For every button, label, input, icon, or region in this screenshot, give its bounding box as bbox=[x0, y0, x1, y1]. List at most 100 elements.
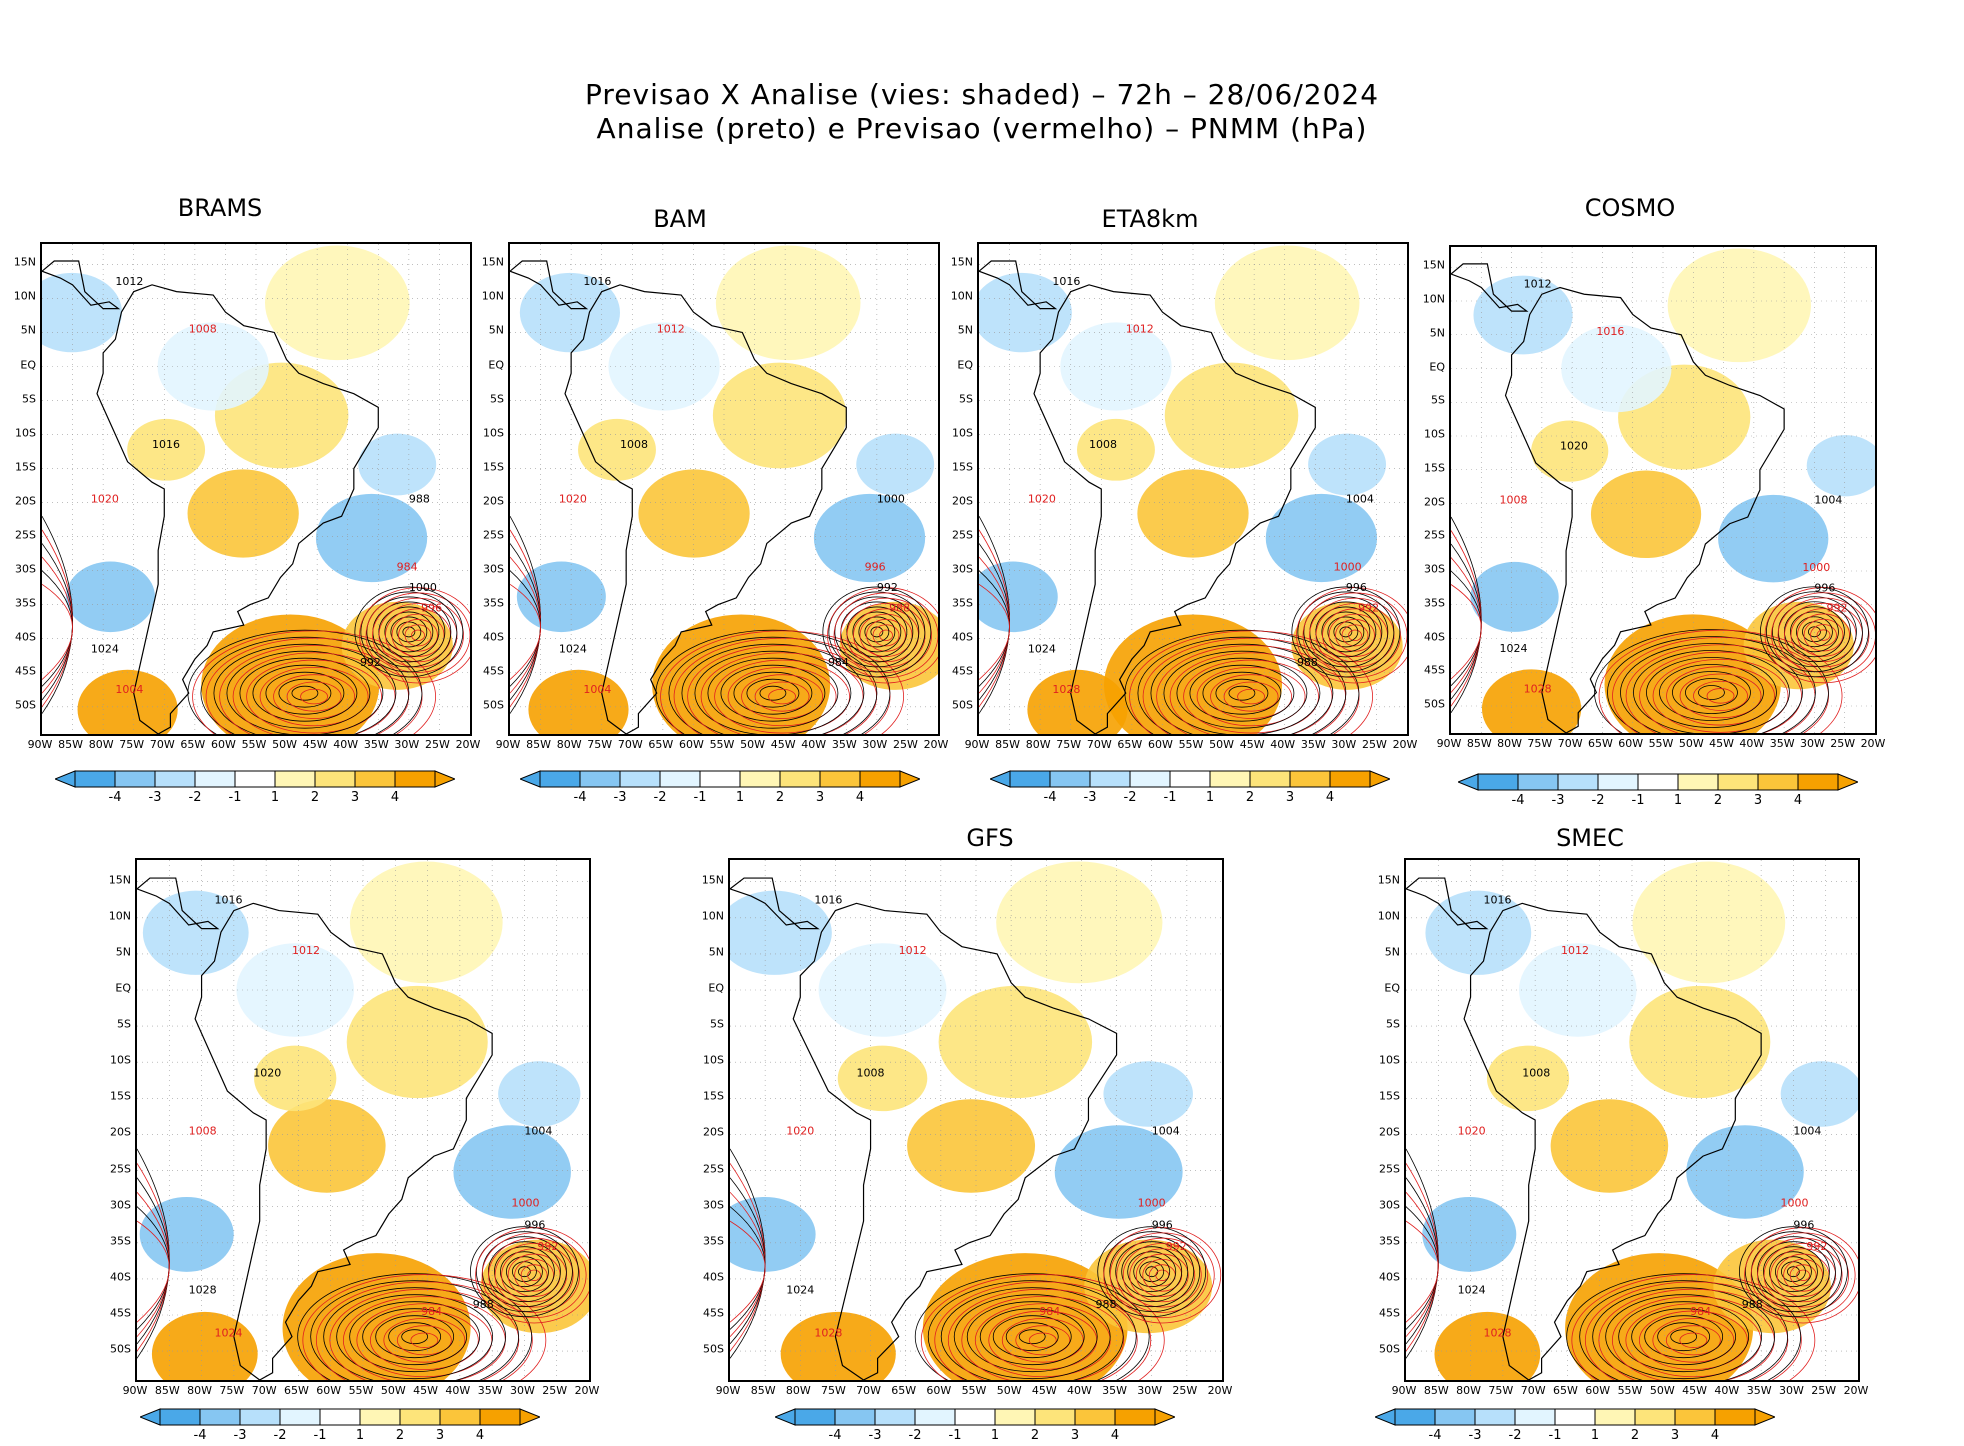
forecast-isobar bbox=[488, 1237, 581, 1313]
latitude-tick: 25S bbox=[15, 528, 36, 542]
colorbar-tick-label: -4 bbox=[108, 790, 122, 805]
isobar-label: 1008 bbox=[189, 322, 217, 335]
latitude-tick: 35S bbox=[703, 1234, 724, 1248]
latitude-tick: 20S bbox=[1379, 1125, 1400, 1139]
colorbar-swatch bbox=[1089, 770, 1131, 788]
longitude-tick: 45W bbox=[413, 1384, 438, 1397]
map-canvas: 1016 1012 1008 1020 1024 1028 1004 1000 996 992 98… bbox=[979, 244, 1407, 734]
forecast-isobar bbox=[1796, 1269, 1811, 1281]
latitude-tick: EQ bbox=[20, 358, 36, 371]
colorbar-tick-label: 4 bbox=[390, 790, 400, 805]
bias-region bbox=[1486, 1045, 1570, 1112]
title-line-2: Analise (preto) e Previsao (vermelho) – … bbox=[596, 112, 1368, 145]
colorbar-swatch bbox=[1394, 1408, 1436, 1426]
latitude-tick: 15N bbox=[1422, 258, 1445, 272]
bias-region bbox=[1422, 1196, 1517, 1272]
analysis-isobar bbox=[265, 671, 345, 715]
isobar-line bbox=[730, 1220, 766, 1323]
colorbar-swatch bbox=[1514, 1408, 1556, 1426]
analysis-isobar bbox=[500, 1251, 549, 1293]
colorbar-min-arrow bbox=[518, 770, 541, 788]
longitude-tick: 65W bbox=[648, 738, 674, 751]
latitude-tick: 15S bbox=[1379, 1089, 1400, 1103]
isobar-label: 988 bbox=[1297, 656, 1318, 669]
analysis-isobar bbox=[1121, 1246, 1183, 1298]
colorbar-max-arrow bbox=[434, 770, 457, 788]
latitude-tick: 5N bbox=[1429, 326, 1445, 340]
analysis-isobar bbox=[518, 1266, 531, 1278]
longitude-tick: 35W bbox=[477, 1384, 503, 1397]
longitude-tick: 50W bbox=[1209, 738, 1234, 751]
forecast-isobar bbox=[259, 666, 369, 727]
analysis-isobar bbox=[1787, 1266, 1800, 1278]
colorbar-swatch bbox=[739, 770, 781, 788]
isobar-label: 1012 bbox=[292, 944, 320, 957]
latitude-tick: 5S bbox=[22, 392, 36, 406]
isobar-label: 1024 bbox=[559, 642, 587, 655]
forecast-isobar bbox=[1810, 624, 1837, 647]
colorbar-swatch bbox=[199, 1408, 241, 1426]
latitude-tick: 10S bbox=[1424, 427, 1445, 441]
longitude-tick: 55W bbox=[709, 738, 735, 751]
colorbar-swatch bbox=[1634, 1408, 1676, 1426]
forecast-isobar bbox=[1129, 1248, 1196, 1303]
longitude-tick: 30W bbox=[862, 738, 888, 751]
latitude-tick: 15N bbox=[950, 255, 973, 269]
colorbar-min-arrow bbox=[1456, 773, 1479, 791]
longitude-tick: 45W bbox=[770, 738, 796, 751]
analysis-isobar bbox=[375, 1315, 455, 1359]
central-america-coastline bbox=[42, 260, 121, 310]
longitude-axis: 90W 85W 80W 75W 70W 65W 60W 55W 50W 45W 40W 35W 30W 2… bbox=[28, 738, 481, 752]
bias-region bbox=[1686, 1125, 1804, 1219]
forecast-isobar bbox=[1015, 1325, 1071, 1356]
latitude-tick: 15S bbox=[1424, 461, 1445, 475]
colorbar-tick-label: 1 bbox=[735, 790, 745, 805]
colorbar-min-arrow bbox=[53, 770, 76, 788]
analysis-isobar bbox=[1790, 611, 1839, 653]
isobar-line bbox=[1406, 1177, 1439, 1345]
forecast-isobar bbox=[286, 681, 342, 712]
bias-region bbox=[236, 943, 354, 1037]
south-america-coastline bbox=[1463, 902, 1762, 1380]
isobar-label: 984 bbox=[1690, 1305, 1711, 1318]
forecast-isobar bbox=[396, 1325, 452, 1356]
latitude-tick: 5S bbox=[117, 1017, 131, 1031]
bias-region bbox=[1470, 561, 1559, 632]
analysis-isobar bbox=[940, 1287, 1124, 1380]
forecast-isobar bbox=[1639, 651, 1802, 733]
latitude-tick: 10S bbox=[15, 426, 36, 440]
bias-shading bbox=[979, 245, 1403, 734]
forecast-isobar bbox=[947, 1288, 1138, 1380]
isobar-label: 1000 bbox=[512, 1197, 540, 1210]
analysis-isobar bbox=[200, 636, 410, 734]
colorbar-tick-label: -3 bbox=[148, 790, 162, 805]
latitude-tick: 30S bbox=[110, 1198, 131, 1212]
forecast-isobar bbox=[1103, 1227, 1222, 1324]
bias-region bbox=[1164, 362, 1299, 469]
colorbar-swatches bbox=[773, 1408, 1177, 1426]
bias-region bbox=[578, 418, 656, 481]
longitude-tick: 40W bbox=[1066, 1384, 1092, 1397]
colorbar-max-arrow bbox=[1754, 1408, 1777, 1426]
longitude-tick: 40W bbox=[445, 1384, 471, 1397]
longitude-tick: 60W bbox=[1147, 738, 1173, 751]
forecast-isobar bbox=[192, 630, 436, 734]
analysis-isobar bbox=[1163, 650, 1321, 734]
isobar-label: 1008 bbox=[620, 438, 648, 451]
analysis-isobar bbox=[1763, 1246, 1824, 1298]
latitude-tick: 35S bbox=[1379, 1234, 1400, 1248]
analysis-isobar bbox=[1097, 1226, 1207, 1318]
longitude-tick: 60W bbox=[1585, 1384, 1611, 1397]
forecast-isobar bbox=[369, 1310, 479, 1370]
colorbar-max-arrow bbox=[1154, 1408, 1177, 1426]
latitude-tick: 15N bbox=[481, 255, 504, 269]
forecast-isobar bbox=[1335, 619, 1375, 652]
isobar-label: 1028 bbox=[1052, 683, 1080, 696]
analysis-isobar bbox=[1775, 1256, 1812, 1288]
latitude-tick: 45S bbox=[110, 1306, 131, 1320]
isobar-label: 1000 bbox=[1781, 1197, 1809, 1210]
forecast-isobar bbox=[1816, 629, 1831, 641]
isobar-label: 1012 bbox=[1561, 944, 1589, 957]
bias-region bbox=[712, 362, 847, 469]
central-america-coastline bbox=[979, 260, 1058, 310]
